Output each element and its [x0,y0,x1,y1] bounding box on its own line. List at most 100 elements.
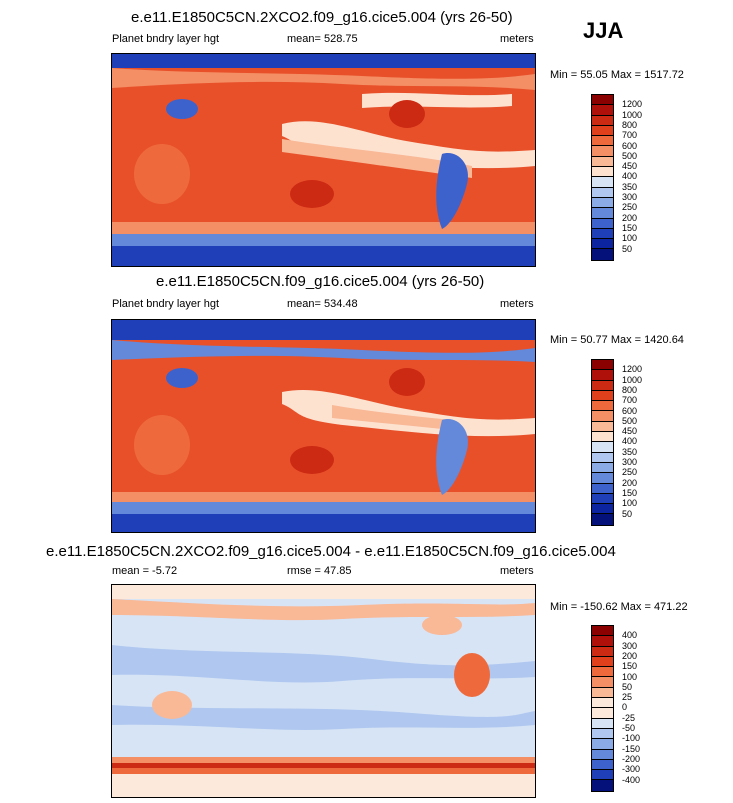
colorbar-swatch [592,421,613,433]
colorbar-tick-label: -100 [622,733,641,744]
colorbar-tick-label: 100 [622,233,638,244]
colorbar-tick-label: 600 [622,405,638,416]
colorbar-swatch [592,208,613,219]
panel2-mean-label: mean= 534.48 [287,298,358,310]
colorbar-tick-label: 200 [622,477,638,488]
colorbar-tick-label: 700 [622,130,638,141]
panel1-minmax-label: Min = 55.05 Max = 1517.72 [550,69,684,81]
colorbar-tick-label: 400 [622,171,638,182]
colorbar-swatch [592,514,613,525]
colorbar-swatch [592,177,613,188]
panel3-map-field [112,585,535,797]
colorbar-swatch [592,380,613,391]
colorbar-swatch [592,739,613,750]
colorbar-swatch [592,370,613,381]
colorbar-swatch [592,156,613,168]
colorbar-tick-label: 250 [622,202,638,213]
colorbar-swatch [592,197,613,209]
panel3-colorbar [591,625,614,792]
colorbar-tick-label: 300 [622,192,638,202]
colorbar-tick-label: 200 [622,650,638,661]
panel3-rmse-label: rmse = 47.85 [287,565,352,577]
colorbar-swatch [592,411,613,422]
colorbar-swatch [592,390,613,402]
colorbar-swatch [592,667,613,678]
colorbar-swatch [592,462,613,474]
colorbar-tick-label: -25 [622,712,636,723]
panel1-variable-label: Planet bndry layer hgt [112,33,220,45]
colorbar-swatch [592,452,613,463]
season-label: JJA [583,18,624,43]
colorbar-swatch [592,687,613,699]
colorbar-swatch [592,218,613,229]
colorbar-tick-label: 150 [622,222,638,233]
panel1-units-label: meters [500,33,534,45]
panel1-map [111,53,536,267]
panel2-minmax-label: Min = 50.77 Max = 1420.64 [550,334,684,346]
panel3-map [111,584,536,798]
colorbar-swatch [592,483,613,494]
colorbar-swatch [592,146,613,157]
colorbar-tick-label: 800 [622,384,638,395]
colorbar-tick-label: 25 [622,692,633,703]
colorbar-swatch [592,249,613,260]
panel2-title: e.e11.E1850C5CN.f09_g16.cice5.004 (yrs 2… [156,273,485,290]
colorbar-swatch [592,401,613,412]
colorbar-swatch [592,442,613,453]
panel3-title: e.e11.E1850C5CN.2XCO2.f09_g16.cice5.004 … [46,543,616,560]
colorbar-tick-label: 200 [622,212,638,223]
colorbar-swatch [592,239,613,250]
colorbar-tick-label: 1000 [622,109,643,120]
colorbar-tick-label: 450 [622,426,638,437]
colorbar-swatch [592,708,613,719]
colorbar-swatch [592,677,613,688]
colorbar-swatch [592,473,613,484]
colorbar-swatch [592,770,613,781]
colorbar-tick-label: 1000 [622,374,643,385]
colorbar-tick-label: 350 [622,181,638,192]
panel3-mean-label: mean = -5.72 [112,565,178,577]
panel2-units-label: meters [500,298,534,310]
panel3-minmax-label: Min = -150.62 Max = 471.22 [550,601,688,613]
colorbar-swatch [592,187,613,198]
colorbar-tick-label: 50 [622,681,633,692]
colorbar-tick-label: 300 [622,457,638,467]
colorbar-swatch [592,136,613,147]
colorbar-swatch [592,125,613,137]
colorbar-swatch [592,646,613,657]
panel2-colorbar [591,359,614,526]
colorbar-tick-label: 300 [622,640,638,651]
colorbar-tick-label: 100 [622,671,638,682]
colorbar-swatch [592,749,613,760]
colorbar-tick-label: 400 [622,436,638,447]
colorbar-tick-label: 600 [622,140,638,151]
colorbar-tick-label: 450 [622,161,638,172]
colorbar-tick-label: 700 [622,395,638,406]
colorbar-swatch [592,728,613,740]
colorbar-tick-label: 100 [622,498,638,509]
panel1-colorbar [591,94,614,261]
colorbar-tick-label: -150 [622,743,641,754]
panel2-map-field [112,320,535,532]
colorbar-swatch [592,115,613,126]
colorbar-tick-label: 400 [622,630,638,641]
panel2-variable-label: Planet bndry layer hgt [112,298,220,310]
colorbar-swatch [592,360,613,371]
colorbar-tick-label: -200 [622,753,641,764]
colorbar-tick-label: 1200 [622,364,643,375]
panel2-map [111,319,536,533]
panel1-map-field [112,54,535,266]
colorbar-tick-label: -50 [622,723,636,733]
colorbar-swatch [592,493,613,505]
colorbar-swatch [592,228,613,240]
colorbar-swatch [592,504,613,515]
colorbar-swatch [592,780,613,791]
panel1-mean-label: mean= 528.75 [287,33,358,45]
colorbar-tick-label: 500 [622,415,638,426]
colorbar-tick-label: 800 [622,119,638,130]
colorbar-tick-label: 250 [622,467,638,478]
colorbar-tick-label: 50 [622,508,633,519]
colorbar-tick-label: 1200 [622,99,643,110]
panel1-title: e.e11.E1850C5CN.2XCO2.f09_g16.cice5.004 … [131,9,513,26]
panel3-units-label: meters [500,565,534,577]
